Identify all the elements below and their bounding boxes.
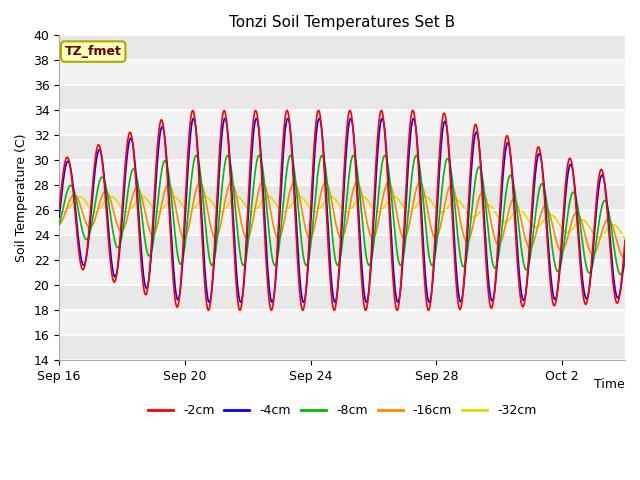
Bar (59, 110, 625, 135)
Legend: -2cm, -4cm, -8cm, -16cm, -32cm: -2cm, -4cm, -8cm, -16cm, -32cm (143, 399, 541, 422)
Bar (59, 36, 625, 60)
Text: TZ_fmet: TZ_fmet (65, 45, 122, 58)
Bar (59, 185, 625, 210)
Bar (59, 286, 625, 311)
Bar (59, 85, 625, 110)
Bar (59, 235, 625, 260)
Bar (59, 160, 625, 185)
Y-axis label: Soil Temperature (C): Soil Temperature (C) (15, 133, 28, 262)
Bar (59, 210, 625, 235)
Bar (59, 260, 625, 286)
Title: Tonzi Soil Temperatures Set B: Tonzi Soil Temperatures Set B (229, 15, 455, 30)
Bar (59, 135, 625, 160)
Bar (59, 60, 625, 85)
Bar (59, 311, 625, 336)
Bar (59, 336, 625, 360)
Text: Time: Time (595, 378, 625, 391)
